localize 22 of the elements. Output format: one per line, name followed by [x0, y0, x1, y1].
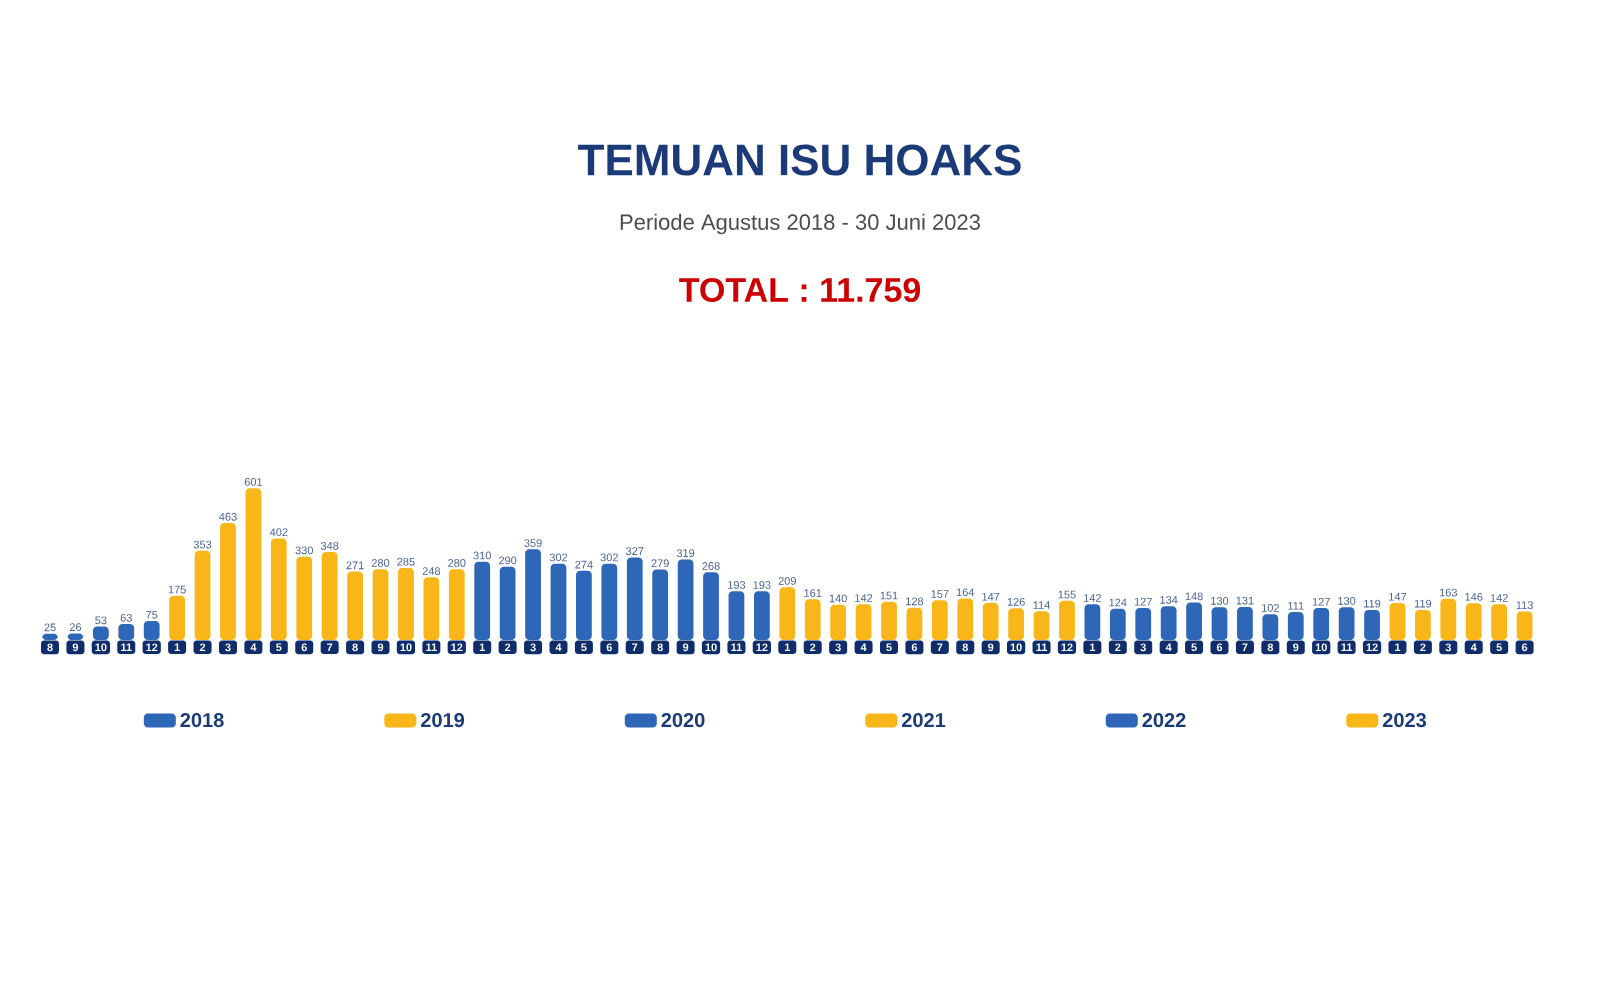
bar [143, 621, 160, 640]
bar [753, 591, 770, 640]
legend-label: 2023 [1382, 713, 1427, 728]
legend-label: 2018 [180, 713, 224, 728]
bar [1008, 608, 1024, 640]
bar [1033, 611, 1050, 640]
legend-label: 2019 [420, 713, 465, 728]
bar [398, 568, 414, 640]
chart-subtitle: Periode Agustus 2018 - 30 Juni 2023 [620, 213, 980, 235]
bar [448, 569, 465, 640]
bar [703, 572, 719, 640]
bar [1364, 609, 1380, 640]
bar [728, 591, 745, 640]
bar [1059, 600, 1075, 640]
chart-title: TEMUAN ISU HOAKS [578, 144, 1021, 176]
legend-label: 2022 [1142, 713, 1186, 728]
bar [423, 577, 440, 640]
legend-label: 2020 [661, 713, 705, 728]
text: TOTAL : 11.759 [679, 277, 921, 303]
bar [1338, 607, 1355, 640]
legend-label: 2021 [901, 713, 946, 728]
bar [1313, 607, 1330, 640]
